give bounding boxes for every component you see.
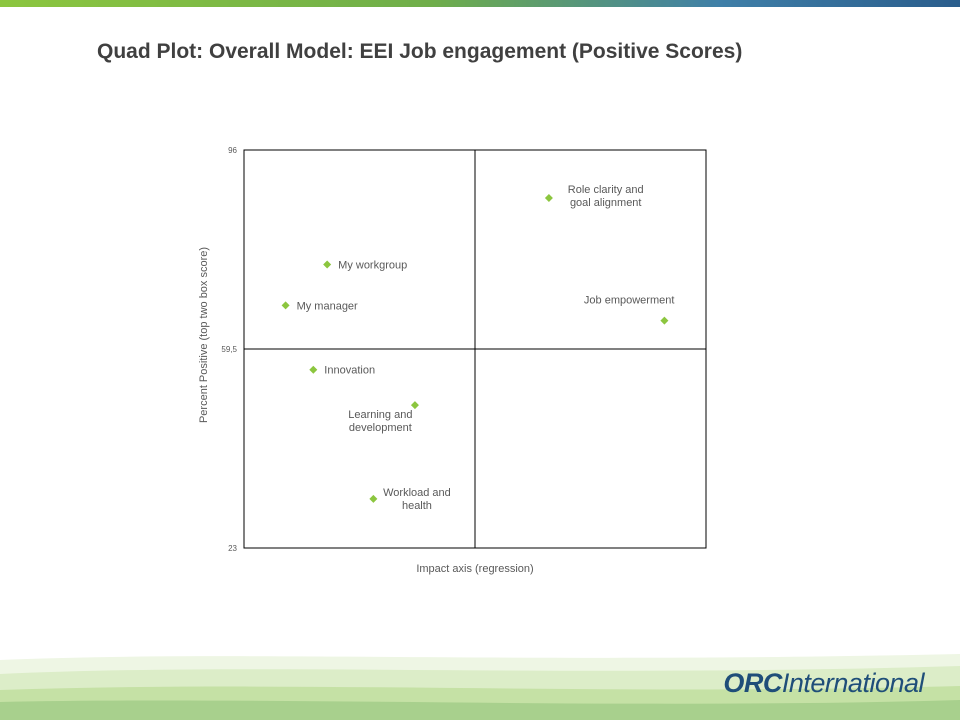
y-tick-labels: 23 59,5 96 (221, 146, 237, 553)
data-point: Workload and health (369, 487, 451, 512)
point-label: Innovation (324, 365, 375, 377)
logo-strong-text: ORC (723, 668, 782, 698)
point-label: My manager (297, 300, 358, 312)
y-axis-title: Percent Positive (top two box score) (198, 247, 210, 423)
logo-light-text: International (781, 668, 925, 698)
y-tick-label: 23 (228, 544, 237, 553)
data-point: My workgroup (323, 259, 407, 271)
diamond-marker (410, 401, 419, 410)
diamond-marker (369, 494, 378, 503)
y-tick-label: 59,5 (221, 345, 237, 354)
data-point: Job empowerment (584, 295, 675, 325)
y-tick-label: 96 (228, 146, 237, 155)
point-label: My workgroup (338, 259, 407, 271)
x-axis-title: Impact axis (regression) (416, 563, 533, 575)
data-point: Innovation (309, 365, 375, 377)
point-label: Role clarity and goal alignment (568, 184, 644, 209)
diamond-marker (281, 301, 290, 310)
diamond-marker (323, 260, 332, 269)
data-point: Role clarity and goal alignment (544, 184, 644, 209)
decorative-swoosh (0, 654, 960, 720)
slide-title: Quad Plot: Overall Model: EEI Job engage… (97, 40, 743, 63)
top-accent-bar (0, 0, 960, 7)
orc-international-logo: ORCInternational (723, 668, 924, 699)
point-label: Job empowerment (584, 295, 675, 307)
diamond-marker (660, 316, 669, 325)
point-label: Workload and health (383, 487, 451, 512)
data-points: Role clarity and goal alignment My workgro… (281, 184, 675, 512)
diamond-marker (544, 193, 553, 202)
point-label: Learning and development (348, 409, 412, 434)
data-point: My manager (281, 300, 358, 312)
quad-plot: 23 59,5 96 Impact axis (regression) Percen… (198, 146, 707, 575)
data-point: Learning and development (348, 401, 419, 434)
diamond-marker (309, 365, 318, 374)
